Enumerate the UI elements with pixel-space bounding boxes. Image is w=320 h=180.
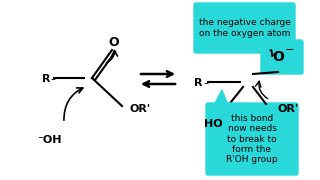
Text: −: − (285, 45, 295, 55)
Text: –: – (51, 74, 55, 84)
Text: O: O (272, 50, 284, 64)
Text: –: – (204, 78, 208, 88)
Text: ⁻OH: ⁻OH (38, 135, 62, 145)
Text: HO: HO (204, 119, 222, 129)
Text: R: R (42, 74, 50, 84)
Text: the negative charge
on the oxygen atom: the negative charge on the oxygen atom (199, 18, 291, 38)
Text: O: O (109, 35, 119, 48)
FancyBboxPatch shape (261, 40, 303, 74)
FancyBboxPatch shape (206, 103, 298, 175)
Text: OR': OR' (277, 104, 299, 114)
Text: R: R (194, 78, 202, 88)
Text: OR': OR' (129, 104, 151, 114)
Text: this bond
now needs
to break to
form the
R'OH group: this bond now needs to break to form the… (226, 114, 278, 164)
Polygon shape (214, 90, 228, 105)
FancyBboxPatch shape (194, 3, 295, 53)
Polygon shape (265, 51, 285, 68)
